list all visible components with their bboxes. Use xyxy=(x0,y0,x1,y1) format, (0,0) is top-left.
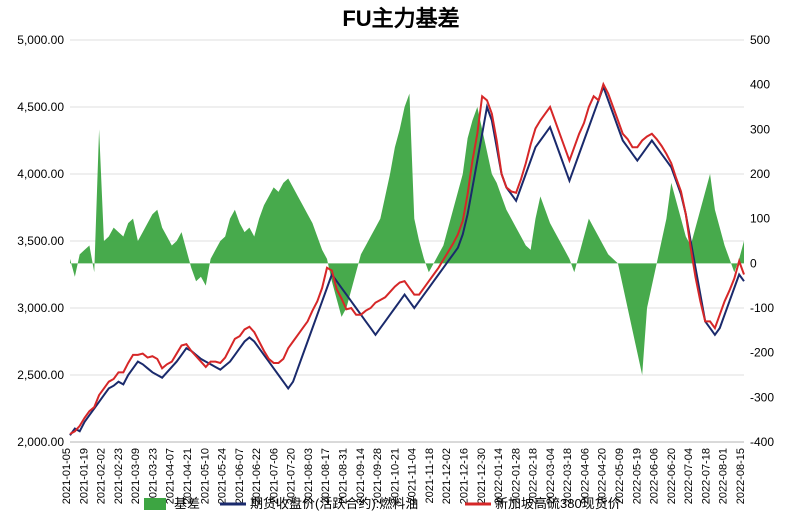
x-tick-label: 2022-07-18 xyxy=(700,448,712,504)
y1-tick-label: 4,500.00 xyxy=(17,100,64,114)
y1-tick-label: 2,500.00 xyxy=(17,368,64,382)
x-tick-label: 2021-11-18 xyxy=(424,448,436,503)
x-tick-label: 2021-03-09 xyxy=(130,448,142,504)
x-tick-label: 2022-06-06 xyxy=(649,448,661,504)
y2-tick-label: 200 xyxy=(750,167,770,181)
x-tick-label: 2021-05-24 xyxy=(217,448,229,504)
y2-tick-label: 300 xyxy=(750,122,770,136)
x-tick-label: 2022-07-04 xyxy=(683,448,695,504)
y2-tick-label: 500 xyxy=(750,33,770,47)
y2-tick-label: -300 xyxy=(750,390,774,404)
x-tick-label: 2021-06-07 xyxy=(234,448,246,504)
x-tick-label: 2022-05-19 xyxy=(631,448,643,504)
chart-svg: FU主力基差 2,000.00 2,500.00 3,000.00 3,500.00 4,… xyxy=(0,0,802,517)
legend-label: 基差 xyxy=(174,496,200,511)
x-tick-label: 2021-12-16 xyxy=(458,448,470,504)
y2-tick-label: -400 xyxy=(750,435,774,449)
y2-tick-label: 400 xyxy=(750,78,770,92)
chart-container: FU主力基差 2,000.00 2,500.00 3,000.00 3,500.00 4,… xyxy=(0,0,802,517)
x-tick-label: 2022-08-01 xyxy=(718,448,730,504)
y2-tick-label: -200 xyxy=(750,346,774,360)
y1-tick-label: 4,000.00 xyxy=(17,167,64,181)
x-tick-label: 2021-12-02 xyxy=(441,448,453,504)
y1-tick-label: 2,000.00 xyxy=(17,435,64,449)
x-tick-label: 2022-08-15 xyxy=(735,448,747,504)
x-tick-label: 2021-01-19 xyxy=(78,448,90,504)
x-tick-label: 2021-05-10 xyxy=(199,448,211,504)
y2-tick-label: -100 xyxy=(750,301,774,315)
x-tick-label: 2021-12-30 xyxy=(476,448,488,504)
y1-tick-label: 3,000.00 xyxy=(17,301,64,315)
legend-swatch xyxy=(144,498,166,510)
y2-tick-label: 0 xyxy=(750,256,757,270)
x-tick-label: 2021-01-05 xyxy=(61,448,73,504)
y1-tick-label: 5,000.00 xyxy=(17,33,64,47)
x-tick-label: 2021-02-23 xyxy=(113,448,125,504)
x-tick-label: 2021-02-02 xyxy=(96,448,108,504)
legend-label: 期货收盘价(活跃合约):燃料油 xyxy=(250,496,418,511)
chart-title: FU主力基差 xyxy=(342,6,459,31)
y1-tick-label: 3,500.00 xyxy=(17,234,64,248)
x-tick-label: 2021-03-23 xyxy=(147,448,159,504)
x-tick-label: 2022-06-20 xyxy=(666,448,678,504)
legend-label: 新加坡高硫380现货价 xyxy=(495,496,621,511)
y2-tick-label: 100 xyxy=(750,212,770,226)
